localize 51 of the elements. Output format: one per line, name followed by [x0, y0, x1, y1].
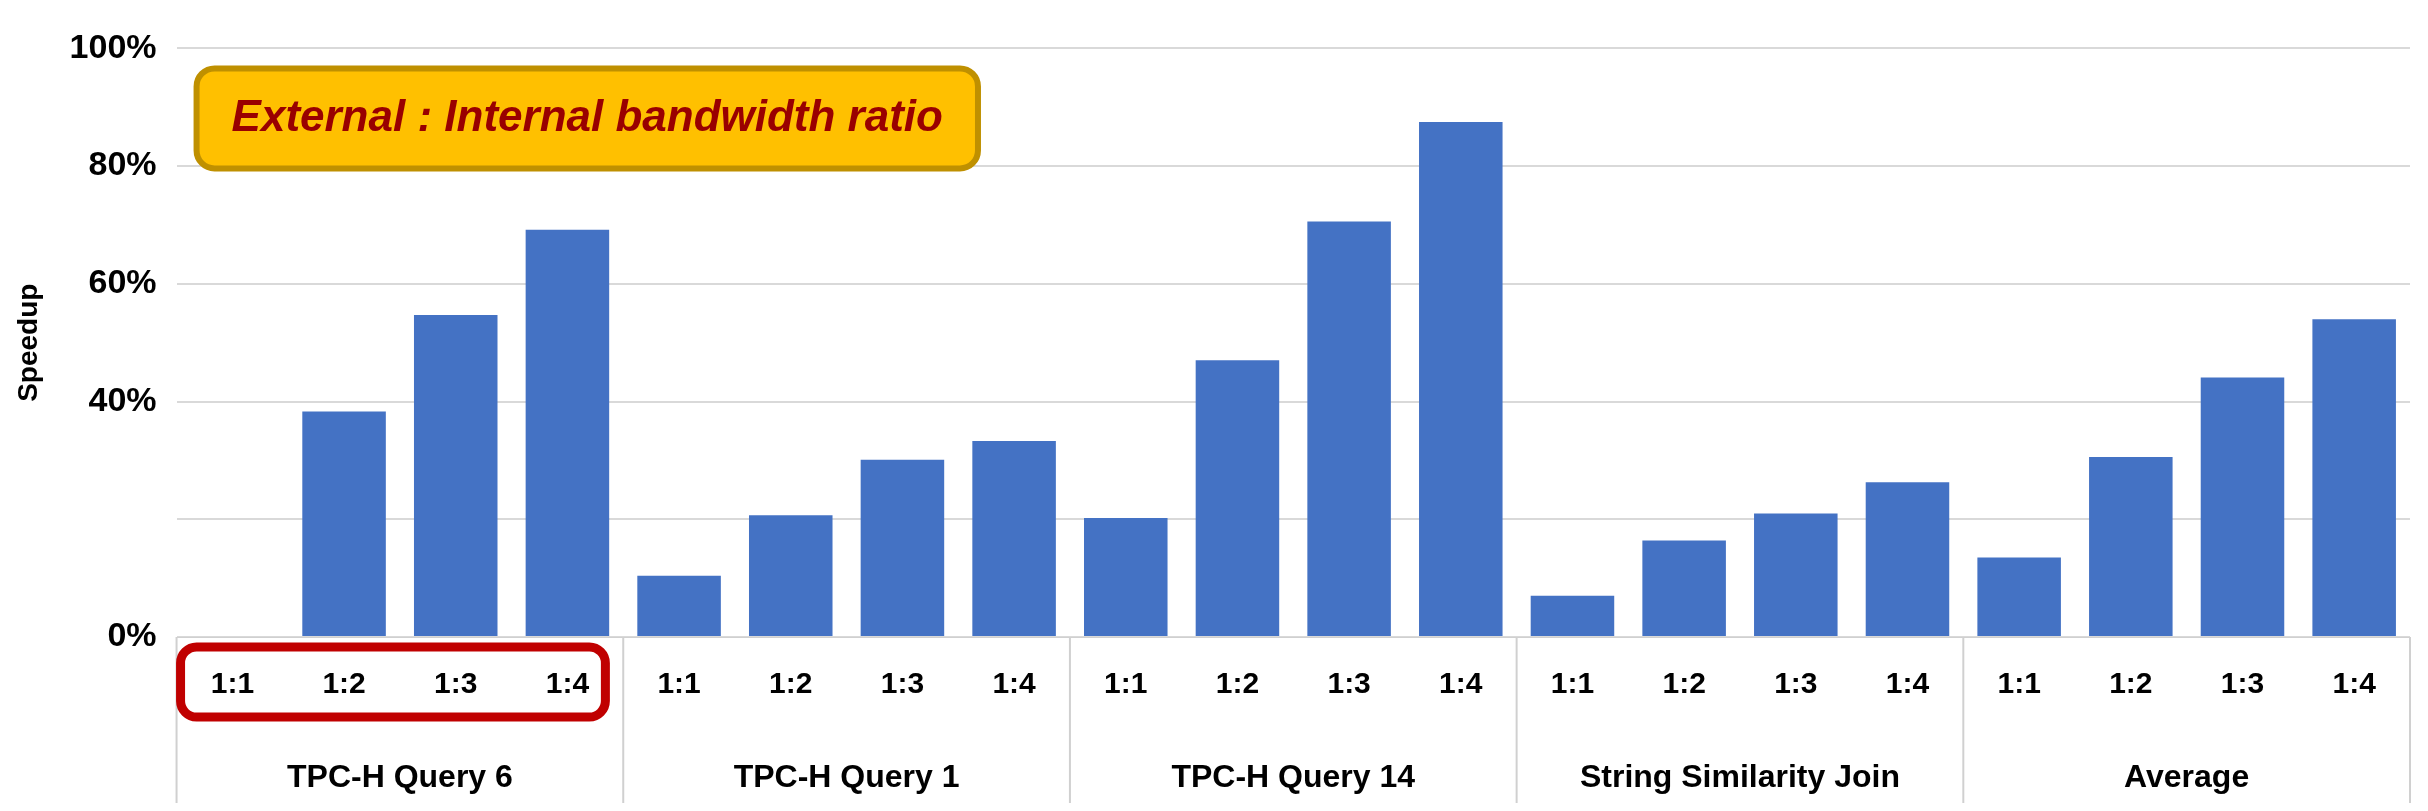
text: TPC-H Query 6 — [286, 757, 513, 794]
bar — [525, 229, 610, 636]
x-tick-label: 1:1 — [1997, 666, 2041, 700]
bar — [1977, 557, 2061, 636]
bar — [302, 411, 386, 636]
y-axis-title: Speedup — [11, 283, 43, 402]
x-tick-label: 1:2 — [1215, 666, 1260, 700]
x-tick-label: 1:3 — [880, 666, 925, 700]
x-tick-label: 1:1 — [1550, 666, 1595, 700]
x-tick-label: 1:4 — [992, 666, 1037, 700]
bar — [413, 315, 498, 636]
x-tick-label: 1:3 — [1327, 666, 1371, 700]
y-tick-label: 60% — [88, 262, 157, 301]
x-tick-label: 1:3 — [1774, 666, 1818, 700]
x-tick-label: 1:4 — [1885, 666, 1930, 700]
x-tick-label: 1:3 — [434, 666, 478, 700]
bar — [972, 441, 1056, 636]
x-tick-label: 1:2 — [322, 666, 366, 700]
bar — [748, 515, 833, 636]
bar — [1642, 540, 1726, 636]
bar — [2089, 456, 2173, 636]
bar — [2200, 377, 2285, 636]
x-tick-label: 1:4 — [545, 666, 590, 700]
bar — [1307, 221, 1391, 636]
x-tick-label: 1:2 — [1662, 666, 1706, 700]
text: String Similarity Join — [1579, 757, 1900, 794]
bar — [1530, 595, 1615, 636]
y-tick-label: 100% — [69, 26, 157, 65]
bar — [1084, 518, 1168, 636]
y-tick-label: 80% — [88, 144, 157, 183]
bar — [1419, 121, 1503, 636]
text: TPC-H Query 14 — [1171, 757, 1416, 794]
x-tick-label: 1:4 — [1439, 666, 1483, 700]
x-tick-label: 1:3 — [2220, 666, 2265, 700]
x-tick-label: 1:1 — [1104, 666, 1148, 700]
y-tick-label: 0% — [107, 615, 157, 654]
bar — [1195, 360, 1280, 636]
bar — [1865, 482, 1950, 636]
bar — [860, 459, 945, 636]
text: TPC-H Query 1 — [733, 757, 960, 794]
bar — [637, 575, 721, 636]
bar — [1754, 513, 1838, 636]
y-tick-label: 40% — [88, 379, 157, 418]
x-tick-label: 1:1 — [657, 666, 701, 700]
text: Average — [2124, 757, 2250, 794]
x-tick-label: 1:1 — [210, 666, 255, 700]
x-tick-label: 1:2 — [769, 666, 813, 700]
x-tick-label: 1:4 — [2332, 666, 2377, 700]
annotation: External : Internal bandwidth ratio — [231, 90, 943, 140]
bar — [2312, 319, 2396, 636]
x-tick-label: 1:2 — [2109, 666, 2153, 700]
